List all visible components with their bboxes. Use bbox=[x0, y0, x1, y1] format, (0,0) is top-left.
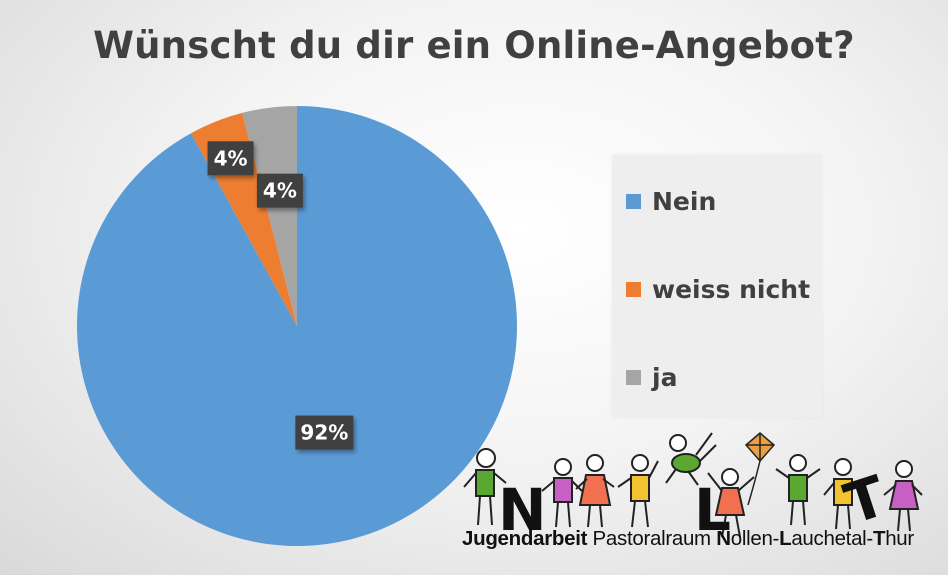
figure-green-1-icon bbox=[463, 448, 507, 526]
legend-swatch bbox=[626, 282, 641, 297]
logo-caption-part: hur bbox=[885, 527, 914, 550]
pie-slice-ja bbox=[242, 106, 297, 326]
data-label-text: 92% bbox=[300, 421, 348, 445]
logo-caption-part: N bbox=[716, 527, 731, 550]
data-label-text: 4% bbox=[214, 146, 248, 170]
logo-caption-part: Pastoralraum bbox=[587, 527, 717, 550]
legend-item-nein: Nein bbox=[626, 187, 716, 216]
logo-letter-n: N bbox=[498, 476, 547, 544]
pie-slice-nein bbox=[76, 106, 517, 547]
legend-label: Nein bbox=[652, 187, 717, 216]
data-label-ja: 4% bbox=[256, 173, 303, 208]
figure-purple-icon bbox=[883, 460, 923, 532]
logo-caption-part: L bbox=[779, 527, 792, 550]
data-label-weiss-nicht: 4% bbox=[207, 141, 254, 176]
data-label-nein: 92% bbox=[295, 415, 354, 450]
chart-title: Wünscht du dir ein Online-Angebot? bbox=[93, 24, 855, 67]
figure-green-jumping-icon bbox=[665, 432, 717, 486]
logo-caption-part: T bbox=[872, 527, 886, 550]
legend-label: ja bbox=[652, 363, 678, 392]
figure-green-2-icon bbox=[775, 454, 821, 526]
logo-letter-l: L bbox=[694, 476, 731, 544]
logo-caption-part: ollen- bbox=[730, 527, 780, 550]
figure-red-2-icon bbox=[707, 468, 755, 538]
nlt-logo: N L bbox=[463, 432, 923, 544]
figure-yellow-icon bbox=[617, 454, 659, 528]
legend-label: weiss nicht bbox=[652, 275, 811, 304]
logo-caption: Jugendarbeit Pastoralraum Nollen-Lauchet… bbox=[462, 527, 914, 551]
data-label-box bbox=[256, 173, 303, 208]
data-label-box bbox=[295, 415, 354, 450]
figure-red-icon bbox=[575, 454, 615, 528]
legend-swatch bbox=[626, 194, 641, 209]
data-label-box bbox=[207, 141, 254, 176]
logo-caption-part: Jugendarbeit bbox=[462, 527, 588, 550]
kite-icon bbox=[744, 432, 776, 506]
logo-caption-part: auchetal- bbox=[791, 527, 873, 550]
figure-pink-icon bbox=[541, 458, 583, 528]
legend-item-weiss-nicht: weiss nicht bbox=[626, 275, 810, 304]
data-label-text: 4% bbox=[263, 179, 297, 203]
legend-swatch bbox=[626, 370, 641, 385]
figure-yellow-2-icon bbox=[823, 458, 863, 530]
chart-legend: Nein weiss nicht ja bbox=[612, 155, 822, 417]
legend-item-ja: ja bbox=[626, 363, 677, 392]
